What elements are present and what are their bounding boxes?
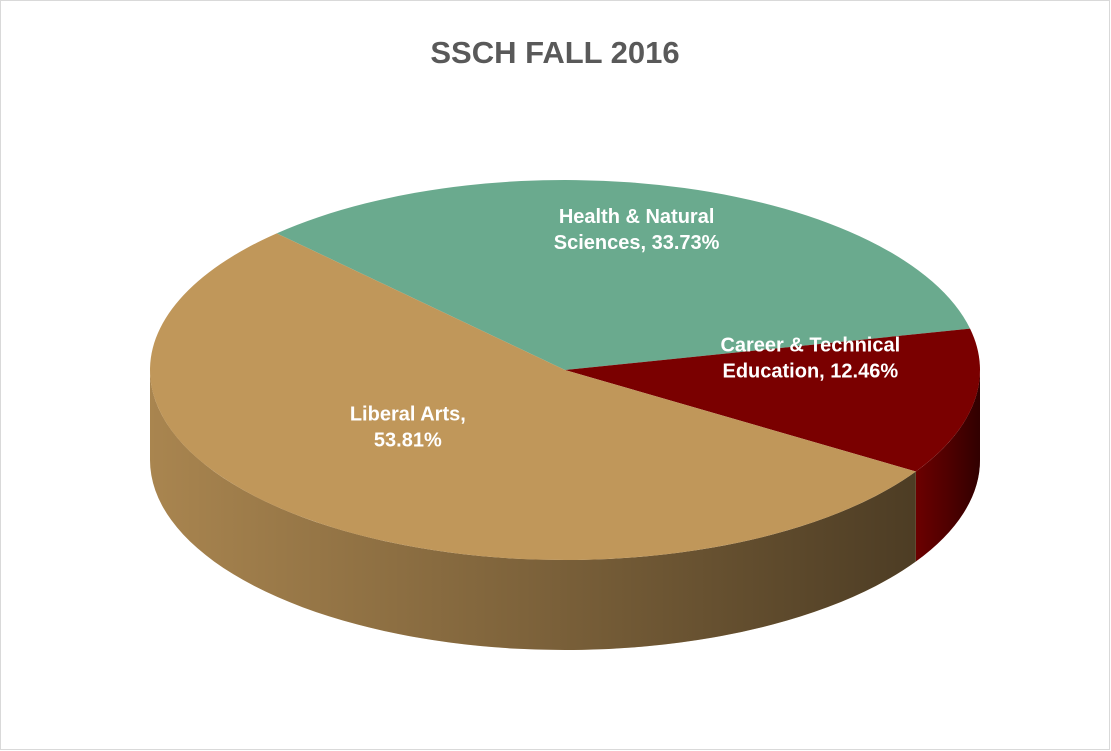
data-label: Liberal Arts, 53.81% xyxy=(350,404,466,452)
slice-side-shade xyxy=(915,370,980,562)
data-label-line: 53.81% xyxy=(374,430,442,452)
data-label: Career & Technical Education, 12.46% xyxy=(720,335,900,383)
data-label-line: Health & Natural xyxy=(559,206,715,228)
data-label-line: Liberal Arts, xyxy=(350,404,466,426)
data-label-line: Sciences, 33.73% xyxy=(554,232,720,254)
slice xyxy=(276,180,971,370)
chart-title: SSCH FALL 2016 xyxy=(430,35,679,70)
data-label-line: Education, 12.46% xyxy=(723,361,899,383)
slice xyxy=(150,233,916,560)
data-label: Health & Natural Sciences, 33.73% xyxy=(554,206,720,254)
slice xyxy=(565,328,980,472)
data-label-line: Career & Technical xyxy=(720,335,900,357)
slice-side-shade xyxy=(150,370,916,651)
